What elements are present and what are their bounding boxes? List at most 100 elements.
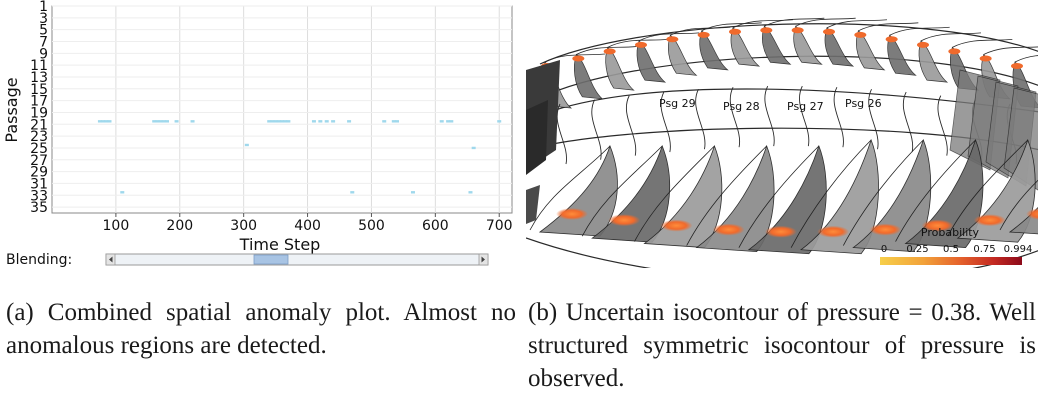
isocontour-hotspot: [764, 225, 797, 238]
isocontour-hotspot: [603, 48, 616, 55]
blade-edge: [529, 145, 611, 231]
anomaly-point: [155, 120, 160, 123]
blending-slider[interactable]: [105, 253, 489, 266]
anomaly-point: [410, 191, 415, 194]
blade: [699, 30, 729, 71]
y-tick-label: 13: [30, 70, 48, 86]
left-arrow-icon: [109, 256, 113, 263]
x-tick-label: 300: [230, 218, 257, 234]
blade-edge: [544, 53, 606, 63]
blade: [591, 144, 670, 243]
isocontour-hotspot: [823, 28, 835, 35]
y-tick-label: 27: [30, 153, 48, 169]
x-tick-label: 500: [358, 218, 385, 234]
blade: [668, 34, 698, 76]
anomaly-point: [161, 120, 166, 123]
isocontour-hotspot: [885, 36, 898, 43]
passage-label: Psg 26: [845, 97, 882, 110]
blade-edge: [670, 26, 731, 36]
anomaly-point: [104, 120, 109, 123]
x-tick-label: 100: [103, 218, 130, 234]
x-tick-label: 700: [486, 218, 513, 234]
y-tick-label: 31: [30, 176, 48, 192]
colorbar-tick-labels: 0 0.25 0.5 0.75 0.994: [881, 244, 1033, 255]
anomaly-point: [280, 120, 284, 123]
blade-edge: [634, 145, 715, 242]
anomaly-point: [97, 120, 102, 123]
colorbar-title: Probability: [921, 226, 980, 239]
blade-edge: [947, 139, 1029, 237]
blade-edge: [764, 17, 825, 27]
y-tick-label: 17: [30, 94, 48, 110]
y-tick-label: 15: [30, 82, 48, 98]
blade: [852, 138, 932, 253]
isocontour-hotspot: [817, 225, 850, 238]
anomaly-point: [174, 120, 179, 123]
y-tick-label: 1: [39, 0, 48, 15]
isocontour-hotspot: [760, 27, 773, 34]
blade: [824, 27, 855, 67]
anomaly-point: [449, 120, 454, 123]
anomaly-point: [273, 120, 278, 123]
axis-ticks: 100 200 300 400 500 600 7001357911131517192123…: [30, 0, 512, 234]
blade-edge: [952, 38, 1013, 48]
blade: [1008, 206, 1038, 235]
y-tick-label: 21: [30, 117, 48, 133]
passage-label: Psg 29: [659, 97, 696, 110]
y-tick-label: 7: [39, 34, 48, 50]
y-tick-label: 3: [39, 11, 48, 27]
slider-track[interactable]: [105, 253, 489, 266]
blade-edge: [576, 46, 637, 55]
radial-line: [868, 88, 879, 150]
radial-line: [729, 86, 741, 148]
right-arrow-icon: [481, 256, 485, 263]
isocontour-hotspot: [854, 31, 867, 38]
anomaly-point: [331, 120, 336, 123]
blade-edge: [920, 32, 982, 42]
blade: [695, 144, 775, 253]
blade-edge: [983, 46, 1038, 55]
radial-line: [556, 103, 567, 165]
blade: [747, 144, 827, 255]
colorbar-tick-label: 0.75: [973, 244, 995, 255]
y-tick-label: 19: [30, 105, 48, 121]
blade: [904, 138, 984, 248]
passage-label: Psg 28: [723, 100, 760, 113]
anomaly-plot-panel: 100 200 300 400 500 600 7001357911131517192123…: [2, 0, 513, 268]
anomaly-point: [158, 120, 163, 123]
front-blade-row: [529, 138, 1038, 255]
blade: [605, 46, 635, 91]
radial-line: [902, 91, 914, 153]
blade-edge: [889, 26, 950, 36]
blade-edge: [858, 22, 919, 32]
plot-area: [51, 5, 513, 214]
blade: [643, 144, 723, 248]
caption-b: (b) Uncertain isocontour of pressure = 0…: [528, 299, 1036, 392]
anomaly-point: [120, 191, 125, 194]
y-tick-label: 33: [30, 188, 48, 204]
blending-label: Blending:: [6, 252, 72, 268]
colorbar-tick-label: 0: [881, 244, 887, 255]
blade-edge: [790, 139, 872, 248]
anomaly-point: [190, 120, 195, 123]
anomaly-point: [391, 120, 396, 123]
blade-edge: [607, 38, 668, 48]
blade: [636, 40, 667, 83]
probability-colorbar: Probability 0 0.25 0.5 0.75 0.994: [880, 226, 1032, 265]
anomaly-point: [244, 143, 249, 147]
isocontour-hotspot: [729, 28, 741, 35]
anomaly-point: [350, 191, 355, 194]
radial-line: [660, 91, 671, 153]
colorbar-tick-label: 0.994: [1004, 244, 1033, 255]
slider-thumb[interactable]: [253, 254, 289, 265]
anomaly-point: [439, 120, 444, 123]
isocontour-hotspot: [948, 48, 961, 55]
isocontour-hotspot: [608, 214, 641, 227]
anomaly-point: [311, 120, 316, 123]
blade-edge: [895, 139, 976, 242]
isocontour-hotspot: [635, 41, 647, 48]
anomaly-point: [165, 120, 169, 123]
blade-edge: [732, 19, 794, 29]
blade: [856, 30, 886, 71]
